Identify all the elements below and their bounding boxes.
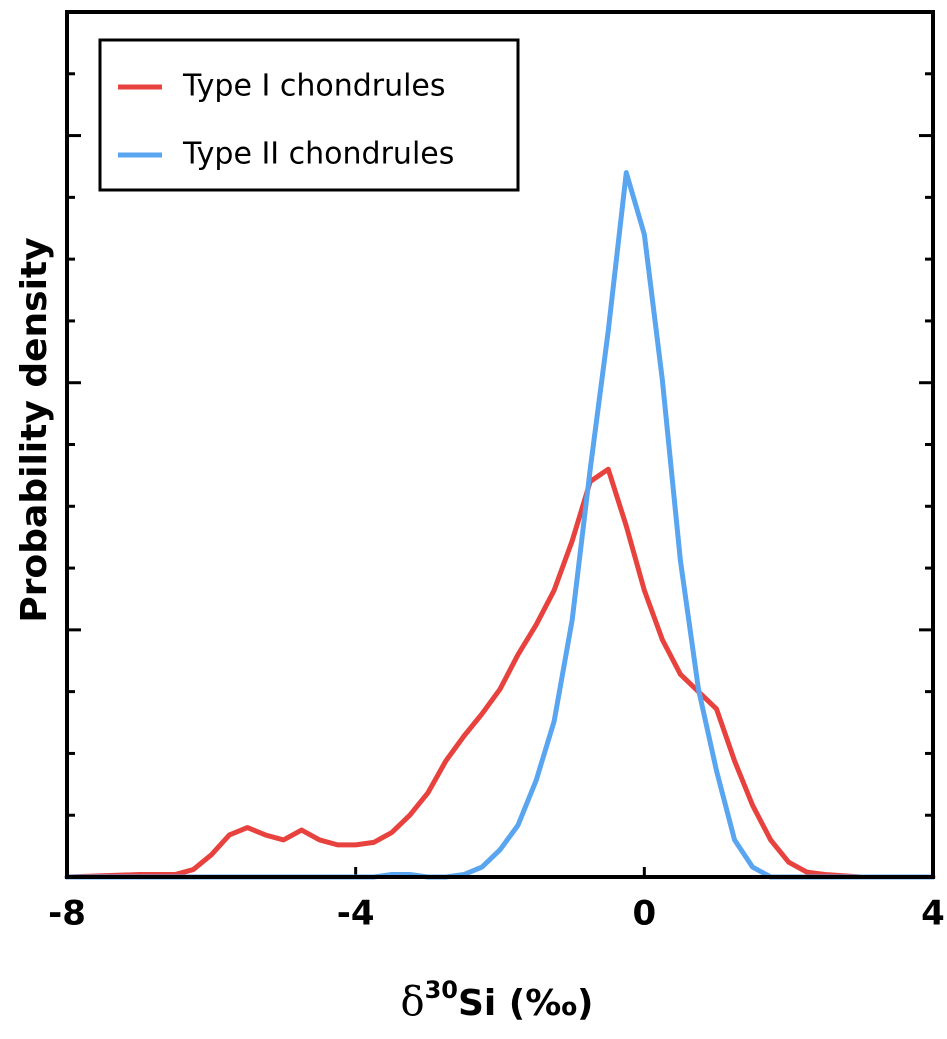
series-line	[64, 466, 936, 880]
x-tick-label: 0	[632, 894, 656, 934]
legend-label: Type II chondrules	[182, 137, 454, 172]
x-axis-label: δ30Si (‰)	[400, 976, 593, 1025]
legend-label: Type I chondrules	[182, 69, 446, 104]
y-axis-label: Probability density	[14, 237, 55, 622]
x-tick-label: -8	[48, 894, 86, 934]
plot-frame	[65, 10, 935, 879]
series-line	[64, 170, 936, 880]
x-tick-label: 4	[921, 894, 945, 934]
x-tick-label: -4	[337, 894, 375, 934]
legend-box	[98, 38, 520, 192]
x-label-superscript: 30	[425, 976, 458, 1004]
x-label-base: δ	[400, 979, 424, 1025]
x-label-rest: Si (‰)	[458, 983, 594, 1024]
